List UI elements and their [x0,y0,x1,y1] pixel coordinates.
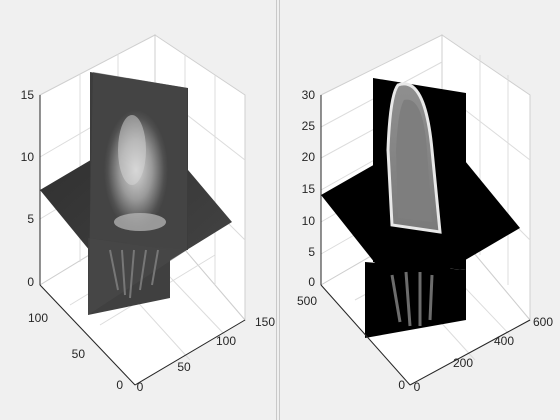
y-tick-label: 50 [72,347,86,361]
object-inner [396,99,432,222]
z-tick-label: 30 [302,88,316,102]
object-lower-streaks [390,271,434,327]
z-tick-label: 10 [21,150,35,164]
axes-3d-left[interactable]: 15 10 5 0 100 50 0 0 50 100 150 [0,0,277,420]
x-tick-label: 0 [137,380,144,394]
slice-group [40,72,232,315]
z-tick-label: 10 [302,214,316,228]
x-tick-label: 100 [216,334,236,348]
y-tick-labels: 500 0 [297,294,405,392]
subplot-left[interactable]: 15 10 5 0 100 50 0 0 50 100 150 [0,0,277,420]
x-tick-label: 600 [533,315,553,329]
z-tick-label: 20 [302,150,316,164]
y-tick-label: 0 [398,378,405,392]
z-tick-label: 5 [27,212,34,226]
axes-3d-right[interactable]: 30 25 20 15 10 5 0 500 0 0 200 400 600 [280,0,560,420]
z-tick-label: 0 [308,275,315,289]
object-lower-streaks [109,249,159,299]
z-tick-label: 15 [21,88,35,102]
x-tick-label: 0 [414,380,421,394]
z-tick-labels: 15 10 5 0 [21,88,35,289]
x-tick-labels: 0 50 100 150 [137,315,276,394]
x-tick-label: 400 [494,334,514,348]
object-highlight [118,115,146,185]
y-tick-label: 100 [28,311,48,325]
y-tick-labels: 100 50 0 [28,311,123,392]
y-tick-label: 500 [297,294,317,308]
slice-x-plane-lower [365,262,466,338]
axis-lines [39,95,246,386]
subplot-right[interactable]: 30 25 20 15 10 5 0 500 0 0 200 400 600 [279,0,560,420]
object-base [114,213,166,231]
x-tick-labels: 0 200 400 600 [414,315,554,394]
z-tick-label: 0 [27,275,34,289]
z-tick-label: 5 [308,245,315,259]
axis-lines [320,95,531,386]
x-tick-label: 200 [453,356,473,370]
z-tick-labels: 30 25 20 15 10 5 0 [302,88,316,289]
z-tick-label: 15 [302,182,316,196]
x-tick-label: 50 [177,360,191,374]
slice-group [321,78,520,338]
x-tick-label: 150 [255,315,275,329]
z-tick-label: 25 [302,119,316,133]
y-tick-label: 0 [116,378,123,392]
